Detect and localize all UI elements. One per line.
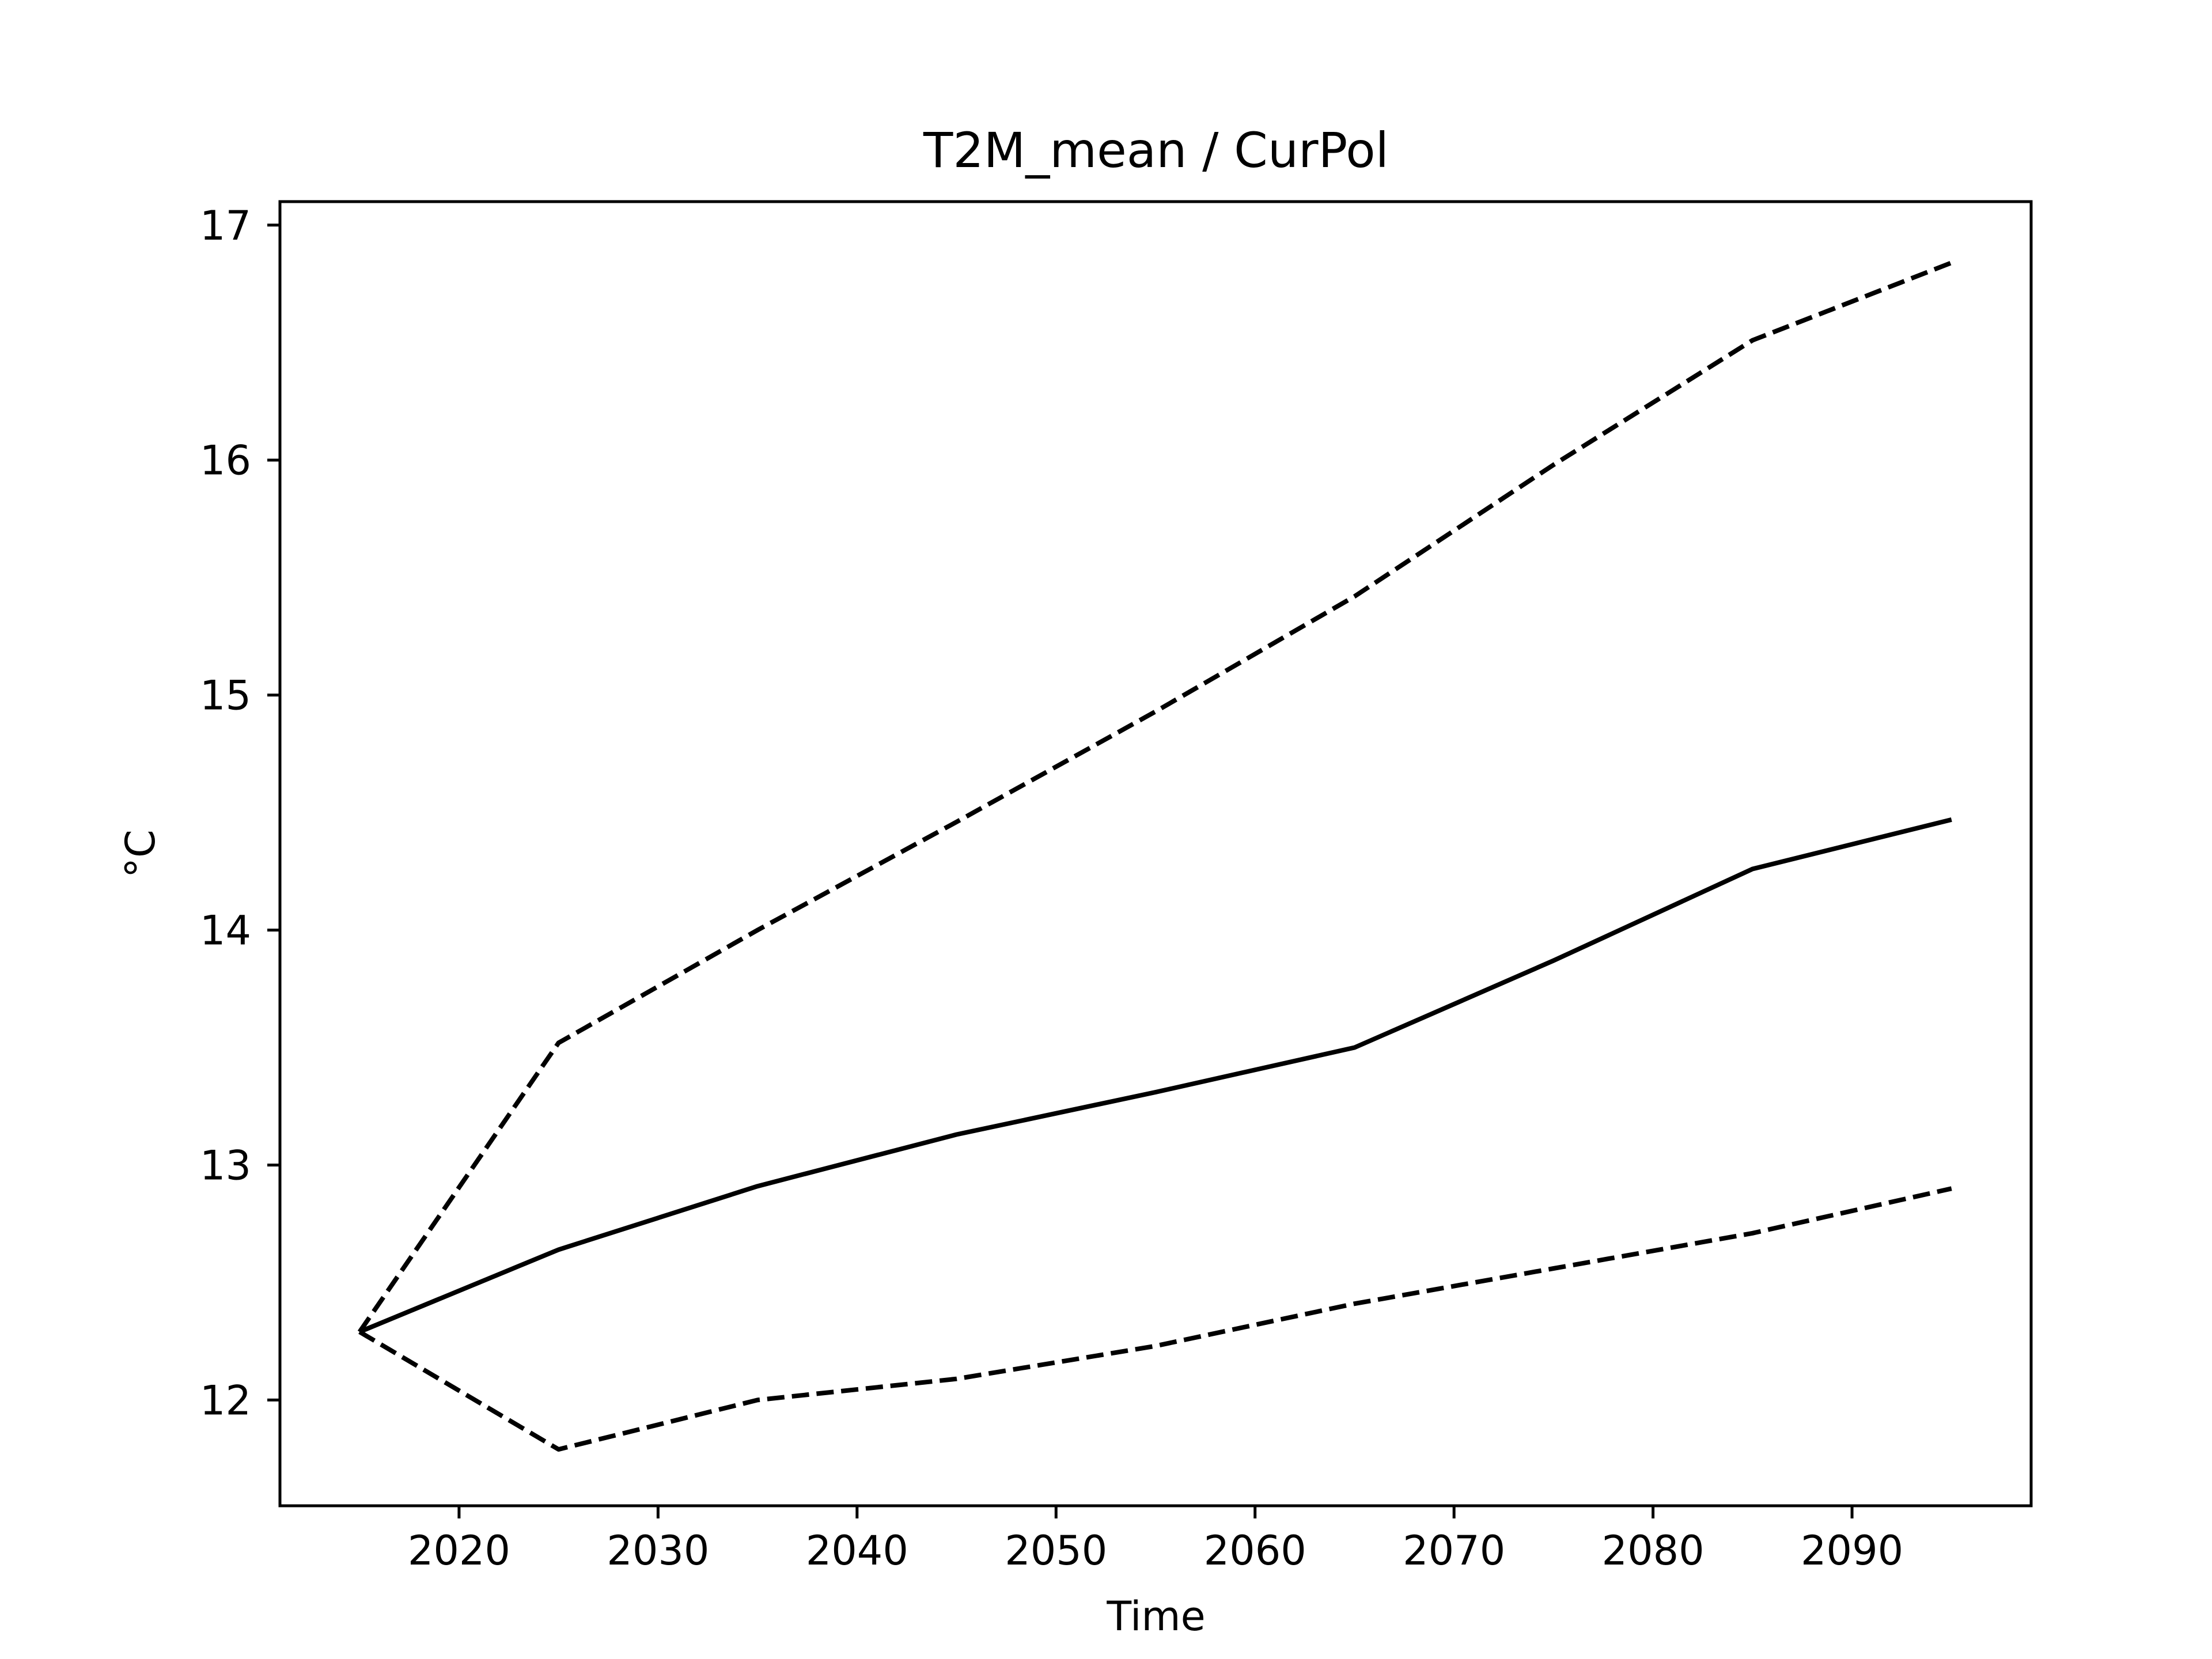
y-tick-label: 14 <box>200 907 251 955</box>
axes-layer: 2020 2030 2040 2050 2060 2070 2080 2090 12 13 14 15… <box>200 202 1903 1574</box>
y-tick-label: 13 <box>200 1142 251 1190</box>
mean-line <box>358 817 1952 1334</box>
x-tick-label: 2050 <box>1005 1527 1107 1574</box>
upper-bound-line <box>357 260 1953 1334</box>
x-tick-label: 2080 <box>1602 1527 1705 1574</box>
x-tick-label: 2070 <box>1403 1527 1505 1574</box>
x-tick-label: 2090 <box>1801 1527 1903 1574</box>
x-tick-label: 2060 <box>1204 1527 1306 1574</box>
plot-frame <box>278 200 2033 1508</box>
lower-bound-line <box>358 1186 1952 1452</box>
y-tick-label: 16 <box>200 437 251 484</box>
y-tick-label: 12 <box>200 1377 251 1424</box>
y-tick-label: 17 <box>200 202 251 249</box>
x-tick-label: 2030 <box>607 1527 709 1574</box>
x-tick-label: 2040 <box>806 1527 908 1574</box>
y-tick-label: 15 <box>200 672 251 719</box>
y-axis-label: °C <box>117 830 164 878</box>
chart-title: T2M_mean / CurPol <box>923 122 1389 179</box>
x-tick-label: 2020 <box>408 1527 510 1574</box>
x-axis-label: Time <box>1106 1593 1205 1640</box>
series-layer <box>357 260 1953 1452</box>
